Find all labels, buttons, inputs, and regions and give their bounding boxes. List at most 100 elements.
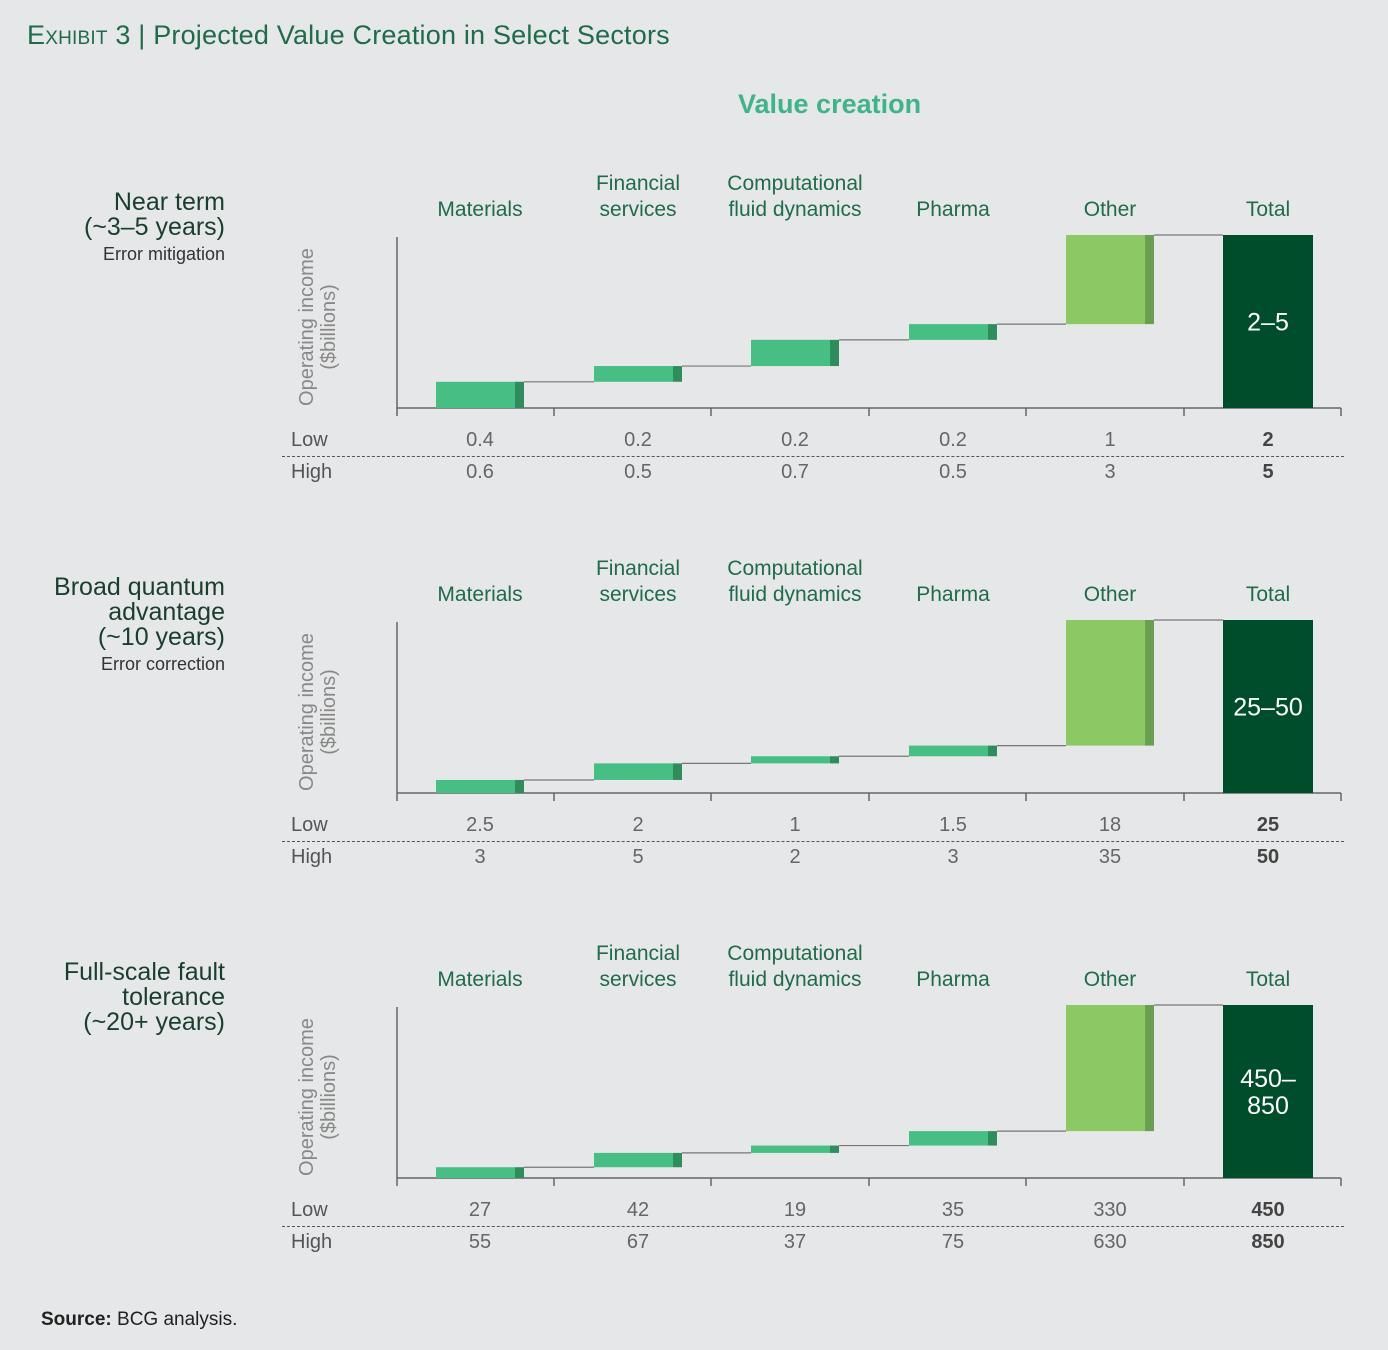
- high-value: 35: [1098, 846, 1122, 868]
- waterfall-panel-2: Broad quantum advantage (~10 years) Error c…: [0, 385, 1388, 868]
- bar-side-3: [830, 756, 839, 764]
- bar-side-1: [515, 1167, 524, 1178]
- low-value: 25: [1256, 814, 1280, 836]
- exhibit-separator: |: [138, 20, 146, 50]
- category-label: Total: [1245, 198, 1291, 221]
- low-row-label: Low: [291, 429, 328, 451]
- low-value: 2.5: [466, 814, 494, 836]
- bar-side-4: [988, 1131, 997, 1146]
- bar-4: [909, 1131, 988, 1146]
- waterfall-plot: 2–5: [396, 234, 1342, 416]
- row-title: Near term (~3–5 years) Error mitigation: [84, 190, 225, 266]
- low-value: 0.2: [939, 429, 967, 451]
- total-bar: [1223, 235, 1313, 408]
- row-title-text: Full-scale fault tolerance (~20+ years): [63, 958, 225, 1036]
- total-bar: [1223, 620, 1313, 793]
- bar-side-3: [830, 1145, 839, 1153]
- low-value: 2: [632, 814, 644, 836]
- category-label: Pharma: [916, 583, 990, 606]
- high-row-label: High: [291, 1231, 333, 1253]
- bar-2: [594, 366, 673, 382]
- bar-4: [909, 324, 988, 340]
- category-label: Total: [1245, 583, 1291, 606]
- high-value: 3: [1104, 461, 1116, 483]
- category-label: Materials: [437, 968, 523, 991]
- waterfall-panel-3: Full-scale fault tolerance (~20+ years) Ope…: [0, 770, 1388, 1253]
- high-value: 75: [941, 1231, 965, 1253]
- bar-3: [751, 339, 830, 367]
- high-value: 3: [474, 846, 486, 868]
- low-value: 19: [783, 1199, 807, 1221]
- high-value: 0.6: [466, 461, 494, 483]
- category-label: Financial services: [595, 172, 681, 221]
- low-value: 27: [468, 1199, 492, 1221]
- high-value: 0.5: [624, 461, 652, 483]
- bar-side-3: [830, 339, 839, 367]
- low-row-label: Low: [291, 1199, 328, 1221]
- low-value: 2: [1262, 429, 1274, 451]
- exhibit-heading: Projected Value Creation in Select Secto…: [153, 20, 670, 50]
- source-note: Source: BCG analysis.: [41, 1309, 237, 1331]
- high-value: 3: [947, 846, 959, 868]
- bar-side-2: [673, 366, 682, 382]
- bar-side-2: [673, 1152, 682, 1168]
- bar-side-4: [988, 745, 997, 757]
- row-title: Broad quantum advantage (~10 years) Error c…: [54, 575, 225, 676]
- high-value: 55: [468, 1231, 492, 1253]
- bar-5: [1066, 1005, 1145, 1132]
- exhibit-title: Exhibit 3 | Projected Value Creation in …: [27, 20, 670, 51]
- low-value: 1: [1104, 429, 1116, 451]
- row-subtitle: Error correction: [100, 654, 225, 674]
- table-divider: [282, 456, 1344, 457]
- bar-4: [909, 745, 988, 757]
- bar-side-5: [1145, 620, 1154, 746]
- row-title-text: Near term (~3–5 years): [83, 188, 225, 241]
- high-value: 67: [626, 1231, 650, 1253]
- high-value: 50: [1256, 846, 1280, 868]
- total-bar-label: 450– 850: [1240, 1065, 1296, 1120]
- exhibit-label: Exhibit 3: [27, 20, 131, 50]
- bar-3: [751, 1145, 830, 1153]
- category-label: Other: [1083, 583, 1137, 606]
- bar-1: [436, 381, 515, 408]
- high-value: 630: [1093, 1231, 1127, 1253]
- low-value: 1.5: [939, 814, 967, 836]
- total-bar-label: 2–5: [1247, 309, 1289, 337]
- low-value: 0.2: [781, 429, 809, 451]
- high-value: 850: [1251, 1231, 1285, 1253]
- category-label: Computational fluid dynamics: [727, 942, 863, 991]
- bar-1: [436, 1167, 515, 1178]
- high-row-label: High: [291, 461, 333, 483]
- low-value: 42: [626, 1199, 650, 1221]
- low-value: 330: [1093, 1199, 1127, 1221]
- row-title: Full-scale fault tolerance (~20+ years): [64, 960, 225, 1035]
- waterfall-plot: 25–50: [396, 619, 1342, 801]
- category-label: Materials: [437, 198, 523, 221]
- high-value: 0.5: [939, 461, 967, 483]
- low-row-label: Low: [291, 814, 328, 836]
- category-label: Other: [1083, 968, 1137, 991]
- category-label: Computational fluid dynamics: [727, 557, 863, 606]
- source-text: BCG analysis.: [117, 1309, 238, 1330]
- category-label: Computational fluid dynamics: [727, 172, 863, 221]
- category-label: Total: [1245, 968, 1291, 991]
- category-label: Pharma: [916, 968, 990, 991]
- high-value: 0.7: [781, 461, 809, 483]
- bar-2: [594, 1152, 673, 1168]
- category-label: Other: [1083, 198, 1137, 221]
- bar-side-5: [1145, 1005, 1154, 1132]
- source-label: Source:: [41, 1309, 112, 1330]
- chart-subtitle: Value creation: [738, 89, 922, 119]
- total-bar-label: 25–50: [1233, 694, 1303, 722]
- high-value: 5: [632, 846, 644, 868]
- low-value: 0.2: [624, 429, 652, 451]
- low-value: 0.4: [466, 429, 494, 451]
- high-value: 5: [1262, 461, 1274, 483]
- waterfall-plot: 450– 850: [396, 1004, 1342, 1186]
- bar-5: [1066, 235, 1145, 325]
- table-divider: [282, 841, 1344, 842]
- high-value: 37: [783, 1231, 807, 1253]
- bar-side-1: [515, 381, 524, 408]
- high-row-label: High: [291, 846, 333, 868]
- low-value: 450: [1251, 1199, 1285, 1221]
